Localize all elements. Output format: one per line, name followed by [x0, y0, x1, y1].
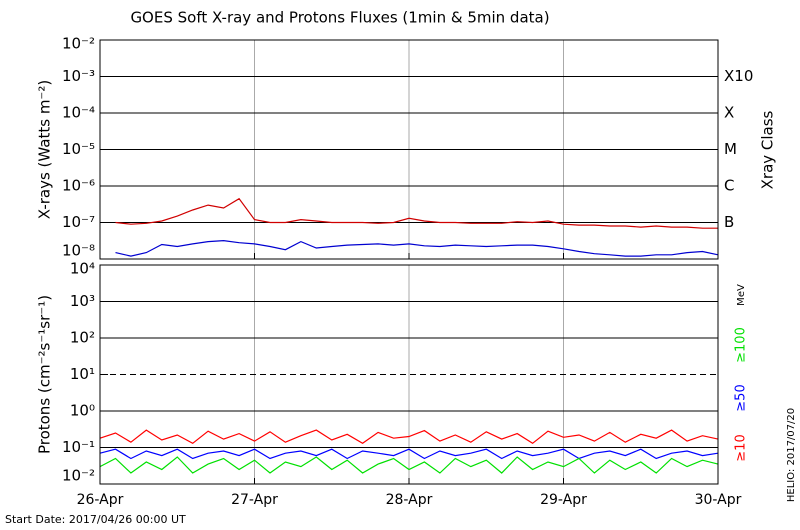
y-tick-label: 10⁻⁸	[62, 242, 95, 260]
x-tick-label: 29-Apr	[540, 492, 587, 508]
y-axis-label: Protons (cm⁻²s⁻¹sr⁻¹)	[36, 295, 54, 454]
y-tick-label: 10⁰	[70, 402, 95, 420]
y-tick-label: 10⁻⁴	[62, 104, 95, 122]
plot-frame	[99, 264, 719, 485]
plot-frame	[99, 39, 719, 260]
y-tick-label: 10⁻⁵	[62, 140, 95, 158]
chart-title: GOES Soft X-ray and Protons Fluxes (1min…	[130, 9, 549, 27]
series-line	[115, 239, 719, 257]
x-tick-label: 30-Apr	[695, 492, 742, 508]
series-line	[99, 429, 719, 445]
y2-tick-label: M	[724, 140, 737, 158]
y-tick-label: 10⁴	[70, 260, 95, 278]
y-tick-label: 10¹	[70, 365, 95, 383]
y-tick-label: 10⁻⁶	[62, 177, 95, 195]
y-tick-label: 10²	[70, 329, 95, 347]
x-tick-label: 27-Apr	[231, 492, 278, 508]
y2-tick-label: X	[724, 104, 734, 122]
series-line	[115, 197, 718, 229]
x-tick-label: 28-Apr	[386, 492, 433, 508]
legend-title: MeV	[736, 284, 747, 306]
y-tick-label: 10⁻²	[62, 35, 95, 53]
helio-date: HELIO: 2017/07/20	[786, 408, 797, 502]
series-line	[99, 448, 719, 460]
y2-tick-label: C	[724, 177, 734, 195]
start-date: Start Date: 2017/04/26 00:00 UT	[5, 513, 186, 526]
x-tick-label: 26-Apr	[77, 492, 124, 508]
legend-entry: ≥100	[734, 327, 749, 363]
y-tick-label: 10⁻³	[62, 67, 95, 85]
legend-entry: ≥50	[734, 384, 749, 411]
y-axis-label: X-rays (Watts m⁻²)	[36, 80, 54, 219]
y-tick-label: 10³	[70, 292, 95, 310]
y2-axis-label: Xray Class	[759, 110, 777, 189]
y2-tick-label: B	[724, 213, 734, 231]
legend-entry: ≥10	[734, 434, 749, 461]
y2-tick-label: X10	[724, 67, 753, 85]
y-tick-label: 10⁻¹	[62, 438, 95, 456]
series-line	[99, 456, 719, 474]
y-tick-label: 10⁻⁷	[62, 213, 95, 231]
y-tick-label: 10⁻²	[62, 467, 95, 485]
